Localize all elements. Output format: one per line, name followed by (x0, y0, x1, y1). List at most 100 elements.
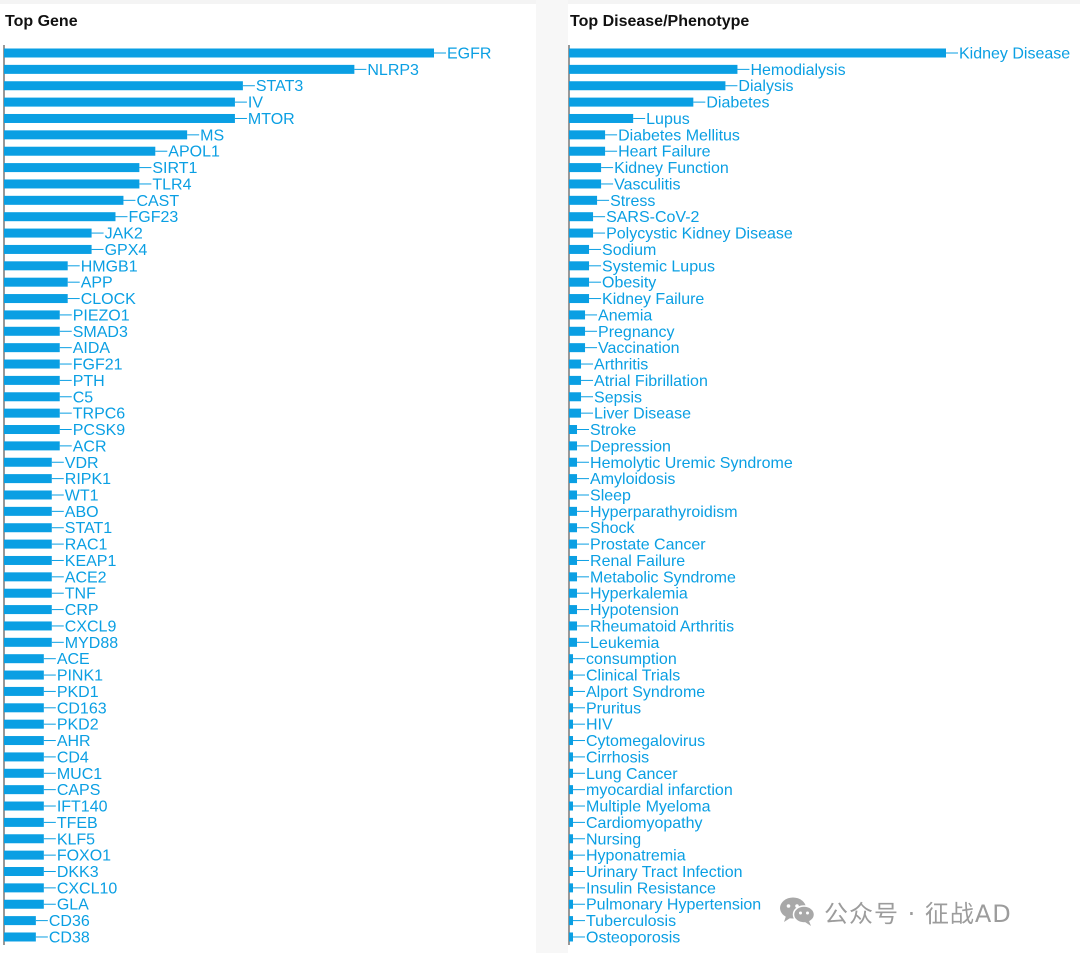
gene-bar-group: DKK3 (4, 864, 99, 881)
disease-bar-label: Sleep (590, 487, 631, 504)
disease-bar-group: Systemic Lupus (569, 258, 715, 275)
disease-bar-group: Vaccination (569, 340, 680, 357)
disease-bar-group: Renal Failure (569, 553, 685, 570)
disease-bar (569, 539, 578, 549)
disease-bar-group: Kidney Disease (569, 46, 1070, 63)
gene-bar (4, 425, 60, 435)
disease-bar-label: Stress (610, 193, 655, 210)
disease-bar-group: Liver Disease (569, 406, 691, 423)
gene-bar-group: CRP (4, 602, 99, 619)
gene-bar-label: PIEZO1 (73, 307, 130, 324)
disease-bar-label: Leukemia (590, 635, 659, 652)
disease-bar (569, 932, 574, 942)
disease-bar-label: Arthritis (594, 357, 648, 374)
gene-bar-group: KLF5 (4, 831, 95, 848)
disease-bar-group: Sleep (569, 487, 631, 504)
disease-bar-label: Anemia (598, 307, 652, 324)
disease-bar-group: Hemolytic Uremic Syndrome (569, 455, 793, 472)
disease-bar (569, 441, 578, 451)
disease-bar (569, 506, 578, 516)
gene-bar (4, 867, 44, 876)
disease-bar (569, 654, 574, 664)
gene-bar-label: CD4 (57, 749, 89, 766)
disease-bar (569, 785, 574, 795)
gene-bar (4, 719, 44, 729)
disease-bar-group: Shock (569, 520, 635, 537)
disease-bar (569, 490, 578, 500)
disease-bar (569, 474, 578, 484)
gene-bar-group: WT1 (4, 487, 99, 504)
gene-bar-label: DKK3 (57, 864, 99, 881)
gene-bar-label: CD163 (57, 700, 107, 717)
disease-bar (569, 228, 594, 238)
disease-bar-group: Cytomegalovirus (569, 733, 705, 750)
disease-bar (569, 163, 602, 173)
gene-bar-label: FGF23 (128, 209, 178, 226)
disease-bar-group: Metabolic Syndrome (569, 569, 736, 586)
disease-bar-label: Dialysis (738, 78, 793, 95)
watermark: 公众号 · 征战AD (778, 893, 1012, 929)
disease-bar (569, 326, 586, 336)
gene-bar-group: SIRT1 (4, 160, 198, 177)
gene-bar-group: EGFR (4, 46, 491, 63)
gene-bar (4, 326, 60, 336)
disease-bar (569, 605, 578, 615)
gene-bar-label: HMGB1 (81, 258, 138, 275)
gene-bar (4, 916, 36, 926)
gene-bar (4, 572, 52, 582)
gene-bar-label: EGFR (447, 46, 491, 63)
disease-bar-label: Hyperparathyroidism (590, 504, 738, 521)
disease-bar-group: Dialysis (569, 78, 794, 95)
gene-bar-label: CRP (65, 602, 99, 619)
disease-bar-group: Tuberculosis (569, 913, 676, 930)
gene-bar-group: JAK2 (4, 226, 143, 243)
gene-bar-label: AHR (57, 733, 91, 750)
gene-bar-group: C5 (4, 389, 93, 406)
gene-bar (4, 817, 44, 827)
disease-bar (569, 146, 606, 156)
gene-bar-group: RAC1 (4, 537, 108, 554)
disease-bar-label: SARS-CoV-2 (606, 209, 699, 226)
gene-bar-group: TRPC6 (4, 406, 125, 423)
disease-bar-group: Rheumatoid Arthritis (569, 618, 734, 635)
disease-bar-label: Diabetes Mellitus (618, 127, 740, 144)
gene-bar-group: IV (4, 95, 263, 112)
gene-bar (4, 64, 355, 74)
disease-bar-group: Leukemia (569, 635, 659, 652)
gene-bar (4, 392, 60, 402)
disease-bar (569, 801, 574, 811)
disease-bar-group: Osteoporosis (569, 929, 680, 946)
gene-bar-label: JAK2 (105, 226, 143, 243)
gene-bar-group: CAPS (4, 782, 100, 799)
gene-bar (4, 588, 52, 598)
gene-bar-label: NLRP3 (367, 62, 419, 79)
gene-bar-group: AHR (4, 733, 91, 750)
disease-bar-group: Hyperkalemia (569, 586, 688, 603)
disease-bar-group: Cardiomyopathy (569, 815, 703, 832)
gene-bar-group: NLRP3 (4, 62, 419, 79)
gene-bar-label: CD36 (49, 913, 90, 930)
gene-bar (4, 834, 44, 844)
disease-bar (569, 850, 574, 860)
disease-bar-label: Kidney Failure (602, 291, 704, 308)
disease-bar-group: Polycystic Kidney Disease (569, 226, 793, 243)
disease-bar-label: Kidney Disease (959, 46, 1070, 63)
disease-bar-group: Alport Syndrome (569, 684, 705, 701)
disease-bar (569, 97, 694, 107)
disease-bar-label: Insulin Resistance (586, 880, 716, 897)
gene-bar-label: FOXO1 (57, 848, 111, 865)
disease-bar (569, 883, 574, 893)
gene-bar-group: FGF21 (4, 357, 123, 374)
disease-bar (569, 310, 586, 320)
gene-chart-title: Top Gene (5, 13, 78, 30)
gene-bar-label: CLOCK (81, 291, 136, 308)
disease-bar-group: HIV (569, 717, 613, 734)
disease-bar-group: Amyloidosis (569, 471, 675, 488)
disease-bar (569, 555, 578, 565)
disease-bar-label: Clinical Trials (586, 668, 680, 685)
gene-bar-group: ACE (4, 651, 90, 668)
gene-bar-label: CAPS (57, 782, 101, 799)
disease-bar-label: Vasculitis (614, 176, 680, 193)
gene-bar-label: PKD2 (57, 717, 99, 734)
gene-bar-group: FOXO1 (4, 848, 111, 865)
